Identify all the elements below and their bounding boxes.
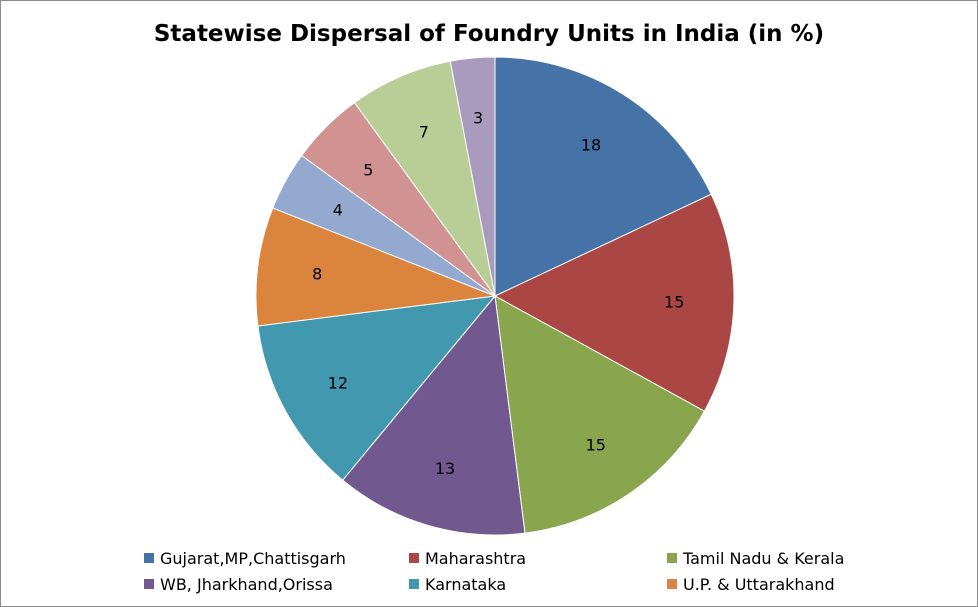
legend-label-1: Maharashtra xyxy=(425,548,527,568)
slice-data-label-8: 7 xyxy=(419,123,429,142)
slice-data-label-3: 13 xyxy=(435,459,455,478)
pie-slice-9 xyxy=(449,56,496,297)
legend: Gujarat,MP,Chattisgarh Maharashtra Tamil N… xyxy=(144,548,904,594)
legend-swatch-0 xyxy=(144,553,154,563)
slice-data-label-0: 18 xyxy=(581,136,601,155)
legend-swatch-2 xyxy=(667,553,677,563)
legend-swatch-4 xyxy=(409,579,419,589)
legend-item-2: Tamil Nadu & Kerala xyxy=(667,548,904,568)
legend-swatch-5 xyxy=(667,579,677,589)
legend-item-3: WB, Jharkhand,Orissa xyxy=(144,574,409,594)
pie-slice-8 xyxy=(353,60,496,297)
slice-data-label-1: 15 xyxy=(664,293,684,312)
pie-slice-5 xyxy=(255,207,496,327)
pie-chart: 18 15 15 13 12 8 4 5 7 3 xyxy=(255,56,735,536)
pie-slice-3 xyxy=(341,294,526,536)
pie-slice-1 xyxy=(493,193,735,412)
legend-label-0: Gujarat,MP,Chattisgarh xyxy=(160,548,346,568)
pie-slice-2 xyxy=(494,295,706,534)
legend-label-4: Karnataka xyxy=(425,574,507,594)
legend-item-4: Karnataka xyxy=(409,574,667,594)
legend-label-2: Tamil Nadu & Kerala xyxy=(683,548,845,568)
slice-data-label-6: 4 xyxy=(333,201,343,220)
legend-swatch-3 xyxy=(144,579,154,589)
slice-data-label-9: 3 xyxy=(473,109,483,128)
pie-slice-4 xyxy=(257,295,497,481)
slice-data-label-4: 12 xyxy=(328,373,348,392)
slice-data-label-2: 15 xyxy=(586,435,606,454)
chart-title: Statewise Dispersal of Foundry Units in … xyxy=(153,21,825,47)
legend-item-1: Maharashtra xyxy=(409,548,667,568)
pie-slice-0 xyxy=(494,56,712,297)
slice-data-label-7: 5 xyxy=(363,160,373,179)
legend-item-0: Gujarat,MP,Chattisgarh xyxy=(144,548,409,568)
legend-label-5: U.P. & Uttarakhand xyxy=(683,574,835,594)
legend-item-5: U.P. & Uttarakhand xyxy=(667,574,904,594)
legend-label-3: WB, Jharkhand,Orissa xyxy=(160,574,333,594)
legend-swatch-1 xyxy=(409,553,419,563)
slice-data-label-5: 8 xyxy=(312,265,322,284)
